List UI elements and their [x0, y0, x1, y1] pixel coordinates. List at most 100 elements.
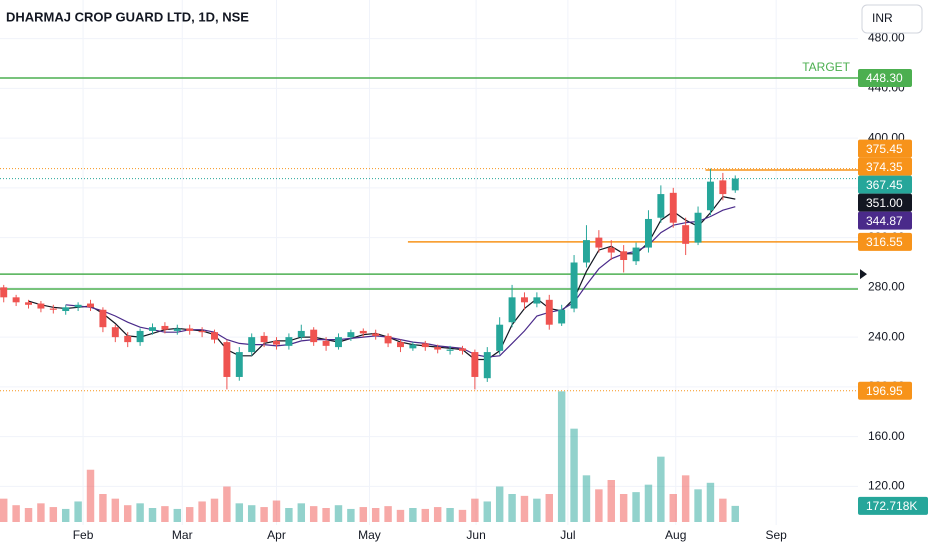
candle-body	[285, 337, 293, 346]
price-tag-label: 448.30	[866, 71, 903, 85]
volume-bar	[471, 498, 479, 522]
candle-body	[359, 330, 367, 334]
volume-bar	[582, 475, 591, 522]
candle-body	[421, 343, 429, 348]
volume-bar	[49, 507, 58, 522]
candle-body	[607, 247, 615, 253]
y-tick-label: 240.00	[868, 329, 905, 343]
volume-bar	[669, 494, 677, 522]
candle-body	[347, 332, 355, 338]
volume-bar	[285, 508, 293, 522]
volume-bar	[520, 495, 529, 522]
price-tag-label: 344.87	[866, 214, 903, 228]
candle-body	[124, 335, 132, 343]
candle-body	[310, 329, 318, 343]
volume-tag-label: 172.718K	[866, 499, 917, 513]
candle-body	[483, 352, 491, 379]
candle-body	[273, 340, 280, 345]
volume-bar	[632, 492, 640, 522]
volume-bar	[12, 505, 20, 522]
volume-bar	[185, 507, 194, 522]
candle-body	[211, 332, 218, 340]
candle-body	[25, 302, 32, 305]
volume-bar	[371, 508, 380, 522]
candle-body	[459, 348, 466, 351]
candle-body	[731, 178, 739, 191]
x-tick-label: Jul	[560, 528, 575, 542]
candle-body	[706, 181, 714, 211]
candle-body	[99, 309, 107, 328]
candle-body	[74, 304, 82, 308]
candle-body	[508, 297, 516, 323]
price-tag	[858, 381, 912, 400]
volume-bar	[161, 506, 169, 522]
candle-body	[520, 297, 528, 303]
price-tag	[858, 232, 912, 251]
price-tag-label: 367.45	[866, 178, 903, 192]
candle-body	[669, 192, 677, 223]
candle-body	[558, 309, 566, 324]
candle-body	[136, 330, 144, 343]
volume-bar	[644, 484, 653, 522]
volume-bar	[0, 498, 8, 522]
volume-bar	[446, 508, 454, 522]
volume-bar	[99, 494, 107, 522]
plot: TARGET	[0, 60, 867, 522]
candle-body	[198, 330, 206, 333]
candle-body	[644, 218, 652, 248]
volume-bar	[74, 501, 82, 522]
volume-bar	[297, 503, 306, 522]
candle-body	[397, 342, 404, 348]
candle-body	[37, 303, 45, 309]
candle-body	[248, 337, 256, 353]
price-tag	[858, 193, 912, 212]
level-arrow	[860, 269, 867, 280]
volume-bar	[545, 494, 553, 522]
volume-bar	[731, 505, 739, 522]
volume-bar	[657, 456, 665, 522]
candle-body	[719, 180, 727, 195]
x-tick-label: Feb	[73, 528, 94, 542]
volume-bar	[235, 503, 244, 522]
volume-bar	[322, 508, 330, 522]
price-tag-label: 351.00	[866, 196, 903, 210]
candle-body	[632, 247, 640, 262]
volume-bar	[433, 507, 442, 522]
volume-bar	[173, 508, 182, 522]
volume-bar	[409, 508, 417, 522]
candle-body	[446, 349, 454, 351]
volume-bar	[483, 501, 491, 522]
currency-button[interactable]	[861, 4, 923, 34]
y-tick-label: 280.00	[868, 280, 905, 294]
volume-bar	[706, 482, 715, 522]
volume-bar	[595, 489, 603, 522]
candle-body	[409, 344, 417, 349]
volume-bar	[334, 505, 343, 522]
candle-body	[657, 194, 665, 218]
candle-body	[186, 328, 194, 331]
volume-bar	[557, 391, 566, 522]
y-tick-label: 480.00	[868, 31, 905, 45]
candle-body	[12, 297, 20, 303]
price-tag-label: 375.45	[866, 142, 903, 156]
candle-body	[682, 225, 690, 244]
candle-body	[533, 297, 541, 304]
ma-line	[28, 195, 736, 361]
volume-tag	[858, 496, 928, 515]
volume-bar	[458, 509, 467, 522]
currency[interactable]: INR	[872, 11, 893, 25]
candle-body	[570, 262, 578, 309]
volume-bar	[272, 500, 281, 522]
volume-bar	[247, 505, 256, 522]
candle-body	[87, 303, 94, 308]
candle-body	[297, 330, 305, 338]
level-note: TARGET	[802, 60, 850, 74]
candle-body	[173, 328, 181, 331]
volume-bar	[136, 503, 144, 522]
candle-body	[335, 337, 342, 348]
volume-bar	[86, 469, 95, 522]
candle-body	[620, 251, 628, 261]
candle-body	[223, 342, 231, 377]
volume-bar	[396, 509, 405, 522]
